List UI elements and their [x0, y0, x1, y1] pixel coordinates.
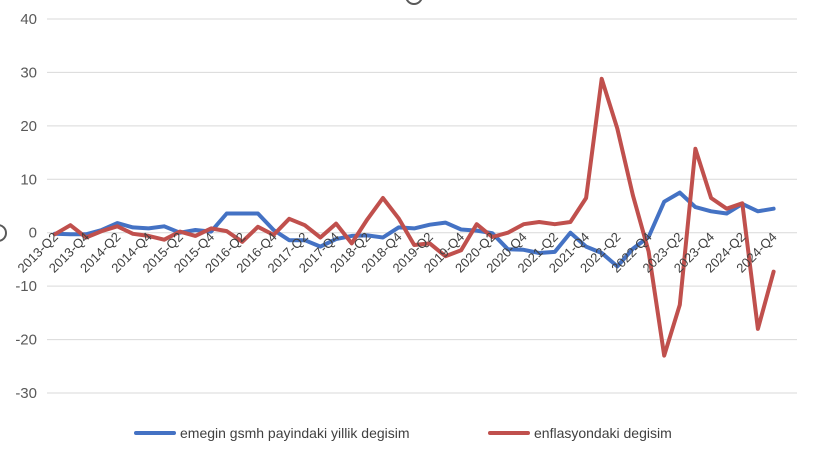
series-lines [52, 76, 776, 358]
stray-circle-mark [405, 0, 423, 5]
y-tick-label: 0 [29, 225, 37, 242]
series-line-1 [52, 190, 776, 269]
stray-circle-mark [0, 224, 7, 242]
y-tick-label: -30 [15, 385, 37, 402]
series-line-2 [52, 76, 776, 358]
y-tick-label: -10 [15, 278, 37, 295]
legend: emegin gsmh payindaki yillik degisim enfl… [134, 425, 672, 441]
legend-label-2: enflasyondaki degisim [534, 425, 672, 441]
x-axis-tick-labels: 2013-Q22013-Q42014-Q22014-Q42015-Q22015-… [15, 229, 780, 275]
y-axis-tick-labels: -30 -20 -10 0 10 20 30 40 [15, 11, 37, 402]
y-tick-label: -20 [15, 332, 37, 349]
y-tick-label: 10 [20, 171, 37, 188]
y-tick-label: 30 [20, 64, 37, 81]
y-tick-label: 40 [20, 11, 37, 28]
legend-label-1: emegin gsmh payindaki yillik degisim [180, 425, 410, 441]
gridlines [47, 18, 797, 394]
y-tick-label: 20 [20, 118, 37, 135]
